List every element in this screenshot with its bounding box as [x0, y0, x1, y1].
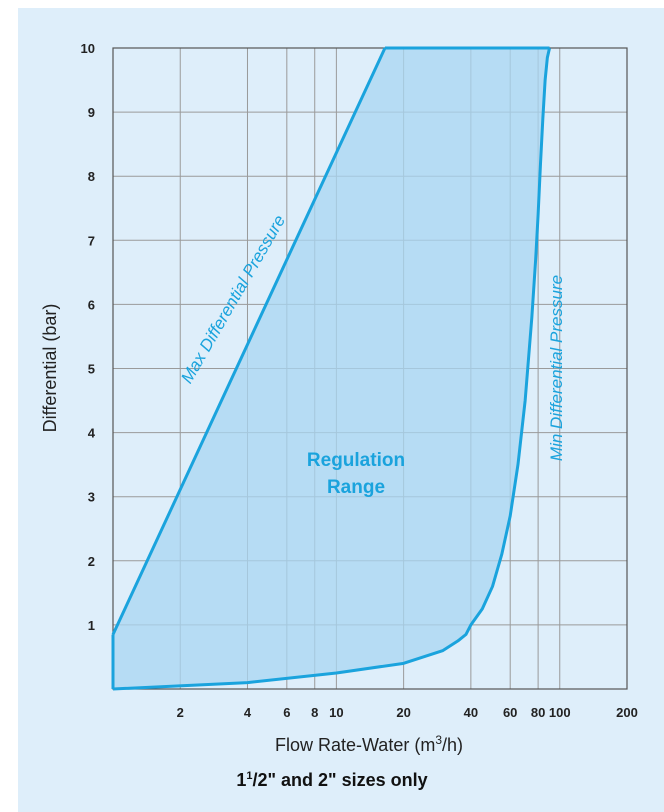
x-tick-labels: 2 4 6 8 10 20 40 60 80 100 200	[177, 705, 638, 720]
y-tick-label-8: 8	[88, 169, 95, 184]
x-tick-label-20: 20	[396, 705, 410, 720]
region-label-regulation: Regulation	[307, 450, 405, 471]
x-tick-label-4: 4	[244, 705, 252, 720]
x-tick-label-200: 200	[616, 705, 638, 720]
x-tick-label-10: 10	[329, 705, 343, 720]
regulation-range-area	[113, 48, 550, 689]
max-differential-pressure-line	[111, 47, 387, 636]
x-axis-label: Flow Rate-Water (m3/h)	[275, 733, 463, 755]
y-tick-label-5: 5	[88, 362, 95, 377]
plot-frame	[112, 47, 628, 690]
x-tick-label-2: 2	[177, 705, 184, 720]
sizes-footnote: 11/2" and 2" sizes only	[236, 770, 428, 790]
x-tick-label-60: 60	[503, 705, 517, 720]
region-label-range: Range	[327, 477, 385, 498]
x-tick-label-6: 6	[283, 705, 290, 720]
x-tick-label-80: 80	[531, 705, 545, 720]
x-tick-label-40: 40	[464, 705, 478, 720]
y-axis-label: Differential (bar)	[40, 304, 60, 433]
min-differential-pressure-line	[112, 47, 551, 691]
x-tick-label-8: 8	[311, 705, 318, 720]
min-differential-pressure-label: Min Differential Pressure	[547, 275, 566, 461]
y-tick-labels: 1 2 3 4 5 6 7 8 9 10	[81, 41, 96, 633]
y-tick-label-2: 2	[88, 554, 95, 569]
y-tick-label-9: 9	[88, 105, 95, 120]
x-tick-label-100: 100	[549, 705, 571, 720]
y-tick-label-3: 3	[88, 490, 95, 505]
y-tick-label-10: 10	[81, 41, 95, 56]
curves	[111, 46, 551, 691]
y-tick-label-1: 1	[88, 618, 95, 633]
y-tick-label-6: 6	[88, 297, 95, 312]
y-tick-label-7: 7	[88, 233, 95, 248]
y-tick-label-4: 4	[88, 426, 96, 441]
